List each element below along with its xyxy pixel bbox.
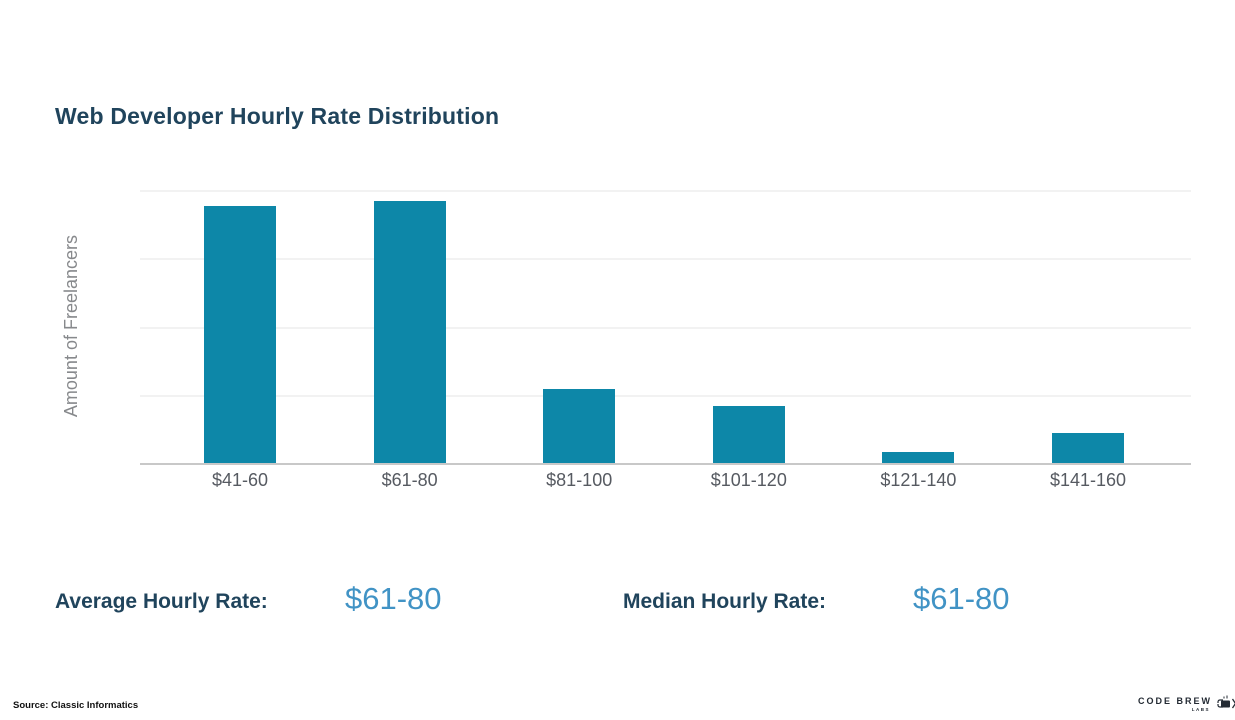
beer-mug-icon (1217, 695, 1235, 709)
logo-main-text: CODE BREW (1138, 695, 1212, 706)
x-tick-label: $101-120 (710, 470, 787, 490)
bar-chart-plot-area (140, 190, 1191, 465)
x-tick-label: $81-100 (546, 470, 613, 490)
x-tick-label: $141-160 (1049, 470, 1127, 490)
median-rate-value: $61-80 (913, 581, 1010, 616)
logo-text: CODE BREW LABS (1138, 696, 1212, 712)
gridline (140, 326, 1191, 329)
x-tick-label: $61-80 (381, 470, 438, 490)
y-axis-label: Amount of Freelancers (58, 190, 84, 463)
gridline (140, 394, 1191, 397)
code-brew-labs-logo: CODE BREW LABS (1138, 694, 1235, 713)
average-rate-value: $61-80 (345, 581, 442, 616)
bar-$61-80 (373, 201, 446, 463)
x-tick-label: $121-140 (880, 470, 957, 490)
bar-$101-120 (712, 406, 785, 463)
bar-$81-100 (543, 389, 616, 463)
gridline (140, 190, 1191, 192)
source-credit: Source: Classic Informatics (13, 700, 139, 711)
page-title: Web Developer Hourly Rate Distribution (55, 103, 500, 129)
x-axis-labels: $41-60 $61-80 $81-100 $101-120 $121-140 $141-… (140, 470, 1191, 494)
bar-$141-160 (1052, 433, 1124, 463)
x-tick-label: $41-60 (211, 470, 269, 490)
logo-sub-text: LABS (1191, 706, 1210, 712)
bar-$41-60 (204, 206, 276, 463)
gridline (140, 258, 1191, 261)
y-axis-label-text: Amount of Freelancers (60, 235, 81, 418)
median-rate-label: Median Hourly Rate: (623, 590, 827, 613)
average-rate-label: Average Hourly Rate: (55, 590, 268, 613)
bar-$121-140 (882, 452, 955, 463)
